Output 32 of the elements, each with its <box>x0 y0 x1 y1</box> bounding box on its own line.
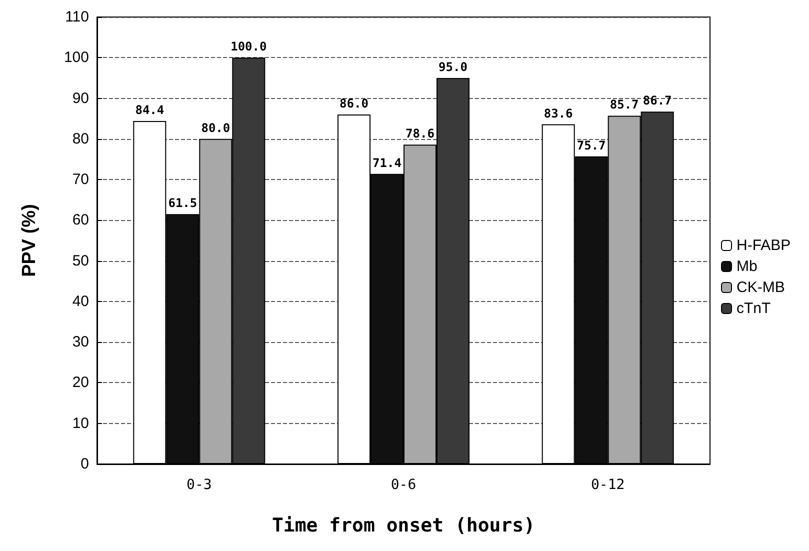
data-label: 83.6 <box>544 106 573 120</box>
y-tick-label: 110 <box>65 8 89 26</box>
x-tick-label: 0-3 <box>186 477 212 493</box>
y-tick-label: 10 <box>72 414 89 432</box>
legend-label: CK-MB <box>736 279 785 296</box>
y-tick-label: 80 <box>72 130 89 148</box>
data-label: 100.0 <box>230 40 267 54</box>
data-label: 71.4 <box>372 156 402 170</box>
data-label: 86.0 <box>340 96 368 111</box>
data-label: 61.5 <box>168 196 198 210</box>
legend-label: cTnT <box>736 300 771 317</box>
y-tick-label: 20 <box>72 374 89 392</box>
y-tick-label: 100 <box>64 49 89 66</box>
data-label: 85.7 <box>610 98 639 112</box>
y-tick-label: 70 <box>72 171 89 188</box>
x-tick-label: 0-12 <box>590 477 625 493</box>
y-tick-label: 40 <box>72 292 89 310</box>
y-axis-title: PPV (%) <box>19 204 40 277</box>
y-tick-label: 90 <box>72 90 89 107</box>
y-tick-label: 60 <box>72 212 89 229</box>
legend-label: H-FABP <box>736 237 791 254</box>
x-axis-title: Time from onset (hours) <box>272 514 536 536</box>
y-tick-label: 50 <box>72 252 89 270</box>
data-label: 84.4 <box>135 103 164 118</box>
legend-label: Mb <box>736 258 758 275</box>
data-label: 95.0 <box>438 60 468 74</box>
data-label: 75.7 <box>576 138 606 152</box>
y-tick-label: 30 <box>72 334 89 351</box>
data-label: 80.0 <box>201 120 230 135</box>
x-tick-label: 0-6 <box>390 477 416 493</box>
data-label: 78.6 <box>406 126 434 141</box>
y-tick-label: 0 <box>80 456 89 472</box>
